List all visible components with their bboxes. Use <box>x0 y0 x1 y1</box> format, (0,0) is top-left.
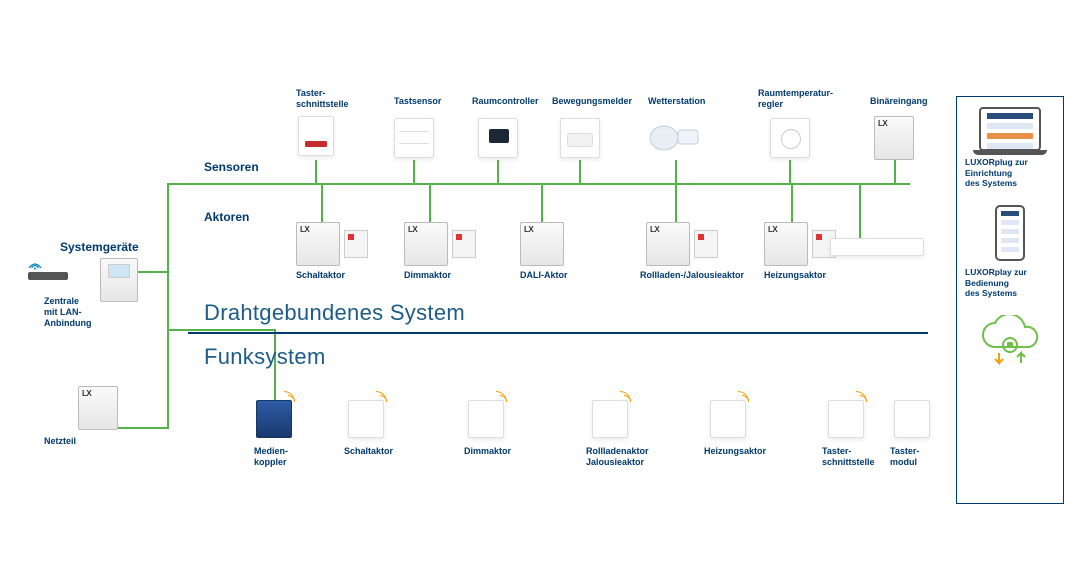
phone-icon <box>995 205 1025 261</box>
wireless-dev-1 <box>348 400 384 438</box>
actuator-label-4: Heizungsaktor <box>764 270 826 281</box>
wireless-label-0: Medien- koppler <box>254 446 288 468</box>
actuator-dev-1 <box>404 222 448 266</box>
actuator-dev-3 <box>646 222 690 266</box>
wireless-dev-2 <box>468 400 504 438</box>
sensor-dev-2 <box>478 118 518 158</box>
heating-strip <box>830 238 924 256</box>
actuator-label-3: Rollladen-/Jalousieaktor <box>640 270 744 281</box>
side-panel: LUXORplug zur Einrichtung des Systems LU… <box>956 96 1064 504</box>
sensor-dev-1 <box>394 118 434 158</box>
sensor-dev-3 <box>560 118 600 158</box>
sensor-label-4: Wetterstation <box>648 96 705 107</box>
sensor-dev-4 <box>648 120 704 156</box>
sensor-dev-6 <box>874 116 914 160</box>
sensor-dev-5 <box>770 118 810 158</box>
title-wired: Drahtgebundenes System <box>204 300 465 326</box>
label-netzteil: Netzteil <box>44 436 76 447</box>
actuator-label-0: Schaltaktor <box>296 270 345 281</box>
wireless-label-4: Heizungsaktor <box>704 446 766 457</box>
sensor-label-1: Tastsensor <box>394 96 441 107</box>
wireless-dev-6 <box>894 400 930 438</box>
wifi-icon <box>28 258 42 272</box>
actuator-dev-2 <box>520 222 564 266</box>
wireless-label-3: Rollladenaktor Jalousieaktor <box>586 446 649 468</box>
wireless-label-2: Dimmaktor <box>464 446 511 457</box>
actuator-label-1: Dimmaktor <box>404 270 451 281</box>
device-netzteil <box>78 386 118 430</box>
wireless-label-6: Taster- modul <box>890 446 919 468</box>
side-play-text: LUXORplay zur Bedienung des Systems <box>965 267 1055 299</box>
laptop-icon <box>979 107 1041 151</box>
router-icon <box>28 272 68 280</box>
actuator-dev-4 <box>764 222 808 266</box>
wiring-diagram <box>0 0 1080 567</box>
sensor-label-5: Raumtemperatur- regler <box>758 88 833 110</box>
wireless-label-1: Schaltaktor <box>344 446 393 457</box>
sensor-label-6: Binäreingang <box>870 96 928 107</box>
cloud-icon <box>975 315 1045 371</box>
label-aktoren: Aktoren <box>204 210 249 224</box>
wireless-dev-4 <box>710 400 746 438</box>
label-zentrale: Zentrale mit LAN- Anbindung <box>44 296 91 328</box>
label-systemgeraete: Systemgeräte <box>60 240 139 254</box>
sensor-label-2: Raumcontroller <box>472 96 539 107</box>
sensor-label-3: Bewegungsmelder <box>552 96 632 107</box>
title-wireless: Funksystem <box>204 344 326 370</box>
sensor-label-0: Taster- schnittstelle <box>296 88 349 110</box>
divider-line <box>188 332 928 334</box>
wireless-dev-5 <box>828 400 864 438</box>
side-plug-block: LUXORplug zur Einrichtung des Systems <box>965 107 1055 189</box>
side-play-block: LUXORplay zur Bedienung des Systems <box>965 205 1055 299</box>
label-sensoren: Sensoren <box>204 160 259 174</box>
sensor-dev-0 <box>298 116 334 156</box>
actuator-label-2: DALI-Aktor <box>520 270 568 281</box>
wireless-dev-3 <box>592 400 628 438</box>
wireless-label-5: Taster- schnittstelle <box>822 446 875 468</box>
side-plug-text: LUXORplug zur Einrichtung des Systems <box>965 157 1055 189</box>
wireless-dev-0 <box>256 400 292 438</box>
actuator-dev-0 <box>296 222 340 266</box>
